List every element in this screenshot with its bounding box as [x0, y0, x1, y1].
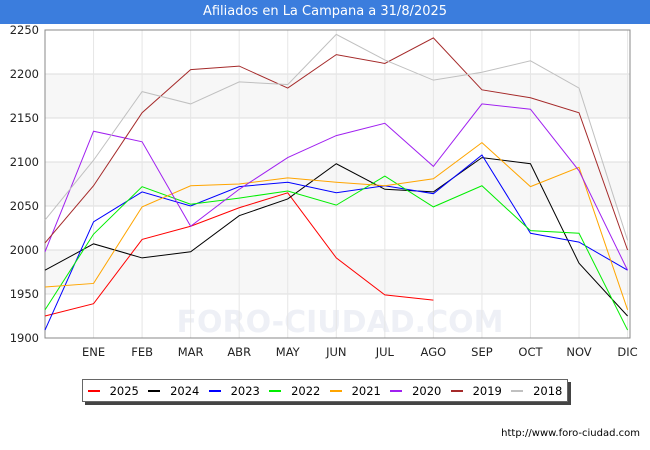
legend-label: 2024: [170, 383, 200, 398]
series-line-2025: [44, 192, 434, 317]
x-tick-label: JUL: [375, 345, 395, 359]
y-tick-label: 1900: [10, 331, 39, 345]
legend-swatch: [390, 389, 403, 392]
legend-item-2025: 2025: [87, 383, 139, 398]
y-tick-label: 2000: [10, 243, 39, 257]
series-line-2021: [44, 141, 629, 311]
y-tick-label: 2050: [10, 199, 39, 213]
grid-band: [45, 162, 630, 206]
x-tick-label: MAY: [276, 345, 301, 359]
legend-swatch: [208, 389, 221, 392]
series-line-2024: [44, 157, 628, 317]
legend-label: 2019: [472, 383, 502, 398]
series-line-2018: [44, 33, 629, 241]
x-tick-label: AGO: [421, 345, 447, 359]
legend-label: 2018: [533, 383, 563, 398]
x-tick-label: SEP: [471, 345, 493, 359]
legend: 2025 2024 2023 2022 2021 2020 2019 2018: [82, 379, 568, 402]
grid-band: [45, 74, 630, 118]
legend-item-2023: 2023: [208, 383, 260, 398]
x-tick-label: ABR: [227, 345, 251, 359]
y-tick-label: 2250: [10, 23, 39, 37]
grid-band: [45, 250, 630, 294]
x-tick-label: NOV: [566, 345, 591, 359]
series-line-2019: [44, 37, 629, 251]
legend-swatch: [450, 389, 463, 392]
source-url: http://www.foro-ciudad.com: [501, 428, 640, 439]
series-line-2022: [44, 175, 629, 331]
legend-swatch: [269, 389, 282, 392]
watermark: FORO-CIUDAD.COM: [177, 305, 504, 340]
legend-label: 2020: [412, 383, 442, 398]
y-tick-label: 2200: [10, 67, 39, 81]
legend-label: 2023: [230, 383, 260, 398]
legend-item-2019: 2019: [450, 383, 502, 398]
x-tick-label: DIC: [617, 345, 637, 359]
x-tick-label: ENE: [82, 345, 105, 359]
legend-item-2022: 2022: [269, 384, 320, 398]
legend-item-2021: 2021: [329, 383, 381, 398]
y-tick-label: 1950: [10, 287, 39, 301]
legend-swatch: [148, 389, 161, 392]
x-tick-label: MAR: [178, 345, 204, 359]
y-tick-label: 2150: [10, 111, 39, 125]
plot-frame: [44, 29, 631, 339]
legend-swatch: [87, 389, 100, 392]
x-tick-label: FEB: [131, 345, 153, 359]
series-line-2020: [44, 103, 629, 271]
legend-label: 2022: [291, 383, 321, 398]
legend-swatch: [329, 389, 342, 392]
legend-label: 2021: [351, 383, 381, 398]
x-tick-label: JUN: [325, 345, 346, 359]
series-line-2023: [44, 154, 628, 331]
legend-item-2024: 2024: [148, 384, 199, 398]
y-tick-label: 2100: [10, 155, 39, 169]
legend-item-2018: 2018: [511, 384, 562, 398]
legend-label: 2025: [109, 383, 139, 398]
legend-swatch: [511, 389, 524, 392]
legend-item-2020: 2020: [390, 384, 441, 398]
x-tick-label: OCT: [518, 345, 543, 359]
chart-title: Afiliados en La Campana a 31/8/2025: [0, 0, 650, 24]
